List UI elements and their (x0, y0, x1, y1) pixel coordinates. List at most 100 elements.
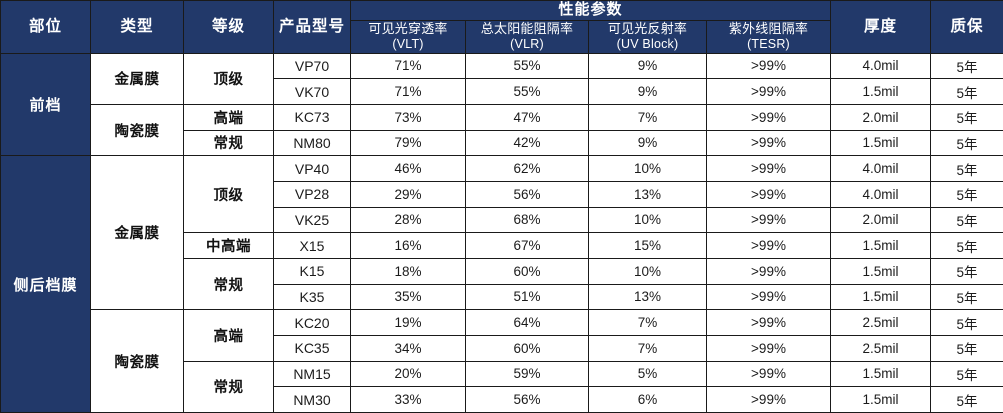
warranty-cell: 5年 (930, 257, 1003, 285)
grade-cell: 高端 (183, 309, 274, 362)
table-row: VK25 28% 68% 10% >99% 2.0mil 5年 (1, 206, 1003, 234)
film-type-cell: 金属膜 (90, 155, 184, 311)
thickness-cell: 2.5mil (830, 309, 932, 336)
vlt-cell: 18% (350, 257, 466, 285)
model-cell: VK25 (273, 206, 351, 234)
tesr-cell: >99% (705, 257, 832, 285)
uv-block-cell: 7% (588, 103, 707, 131)
warranty-cell: 5年 (930, 283, 1003, 311)
uv-block-cell: 9% (588, 78, 707, 105)
column-header-performance-group: 性能参数 (349, 0, 832, 21)
vlr-cell: 59% (465, 360, 589, 388)
model-cell: VP40 (273, 155, 351, 182)
tesr-cell: >99% (705, 283, 832, 311)
tesr-cell: >99% (705, 232, 832, 259)
table-row: KC35 34% 60% 7% >99% 2.5mil 5年 (1, 334, 1003, 362)
uv-block-cell: 6% (588, 386, 707, 413)
table-row: NM30 33% 56% 6% >99% 1.5mil 5年 (1, 386, 1003, 413)
vlr-cell: 55% (465, 78, 589, 105)
grade-cell: 常规 (183, 257, 274, 311)
uv-block-cell: 10% (588, 206, 707, 234)
vlt-cell: 73% (350, 103, 466, 131)
model-cell: NM15 (273, 360, 351, 388)
column-header-vlt-en: (VLT) (392, 37, 424, 51)
model-cell: K15 (273, 257, 351, 285)
vlt-cell: 28% (350, 206, 466, 234)
model-cell: NM80 (273, 129, 351, 157)
vlr-cell: 51% (465, 283, 589, 311)
thickness-cell: 4.0mil (830, 155, 932, 182)
column-header-thickness: 厚度 (830, 0, 932, 54)
column-header-part: 部位 (0, 0, 91, 54)
column-header-type: 类型 (90, 0, 184, 54)
header-row-top: 部位 类型 等级 产品型号 性能参数 厚度 质保 (0, 0, 1003, 54)
warranty-cell: 5年 (930, 334, 1003, 362)
warranty-cell: 5年 (930, 155, 1003, 182)
vlt-cell: 35% (350, 283, 466, 311)
warranty-cell: 5年 (930, 232, 1003, 259)
table-row: 前档 金属膜 顶级 VP70 71% 55% 9% >99% 4.0mil 5年 (0, 52, 1003, 157)
column-header-vlr: 总太阳能阻隔率 (VLR) (465, 19, 589, 54)
table-row: 侧后档膜 金属膜 顶级 VP40 46% 62% 10% >99% 4.0mil 5年 (0, 155, 1003, 413)
table-row: 陶瓷膜 高端 KC20 19% 64% 7% >99% 2.5mil 5年 (1, 309, 1003, 413)
film-type-cell: 陶瓷膜 (90, 309, 184, 413)
uv-block-cell: 9% (588, 52, 707, 80)
table-header: 部位 类型 等级 产品型号 性能参数 厚度 质保 可见光穿透率 (VLT) 总太… (0, 0, 1003, 54)
uv-block-cell: 13% (588, 283, 707, 311)
thickness-cell: 1.5mil (830, 78, 932, 105)
vlr-cell: 67% (465, 232, 589, 259)
table-row: 陶瓷膜 高端 KC73 73% 47% 7% >99% 2.0mil 5年 (1, 103, 1003, 157)
uv-block-cell: 7% (588, 334, 707, 362)
vlt-cell: 71% (350, 78, 466, 105)
vlt-cell: 34% (350, 334, 466, 362)
vlt-cell: 46% (350, 155, 466, 182)
table-row: 常规 K15 18% 60% 10% >99% 1.5mil 5年 (1, 257, 1003, 311)
vlr-cell: 56% (465, 180, 589, 208)
column-header-uv-en: (UV Block) (616, 37, 679, 51)
thickness-cell: 4.0mil (830, 180, 932, 208)
vlr-cell: 47% (465, 103, 589, 131)
part-cell: 前档 (0, 52, 91, 157)
header-row-sub: 可见光穿透率 (VLT) 总太阳能阻隔率 (VLR) 可见光反射率 (UV Bl… (1, 19, 1003, 54)
tesr-cell: >99% (705, 334, 832, 362)
grade-cell: 中高端 (183, 232, 274, 259)
tesr-cell: >99% (705, 360, 832, 388)
vlr-cell: 68% (465, 206, 589, 234)
grade-cell: 高端 (183, 103, 274, 131)
grade-cell: 顶级 (183, 52, 274, 105)
thickness-cell: 1.5mil (830, 386, 932, 413)
warranty-cell: 5年 (930, 78, 1003, 105)
model-cell: NM30 (273, 386, 351, 413)
column-header-tesr: 紫外线阻隔率 (TESR) (705, 19, 832, 54)
part-cell: 侧后档膜 (0, 155, 91, 413)
thickness-cell: 1.5mil (830, 360, 932, 388)
model-cell: KC73 (273, 103, 351, 131)
thickness-cell: 1.5mil (830, 232, 932, 259)
thickness-cell: 1.5mil (830, 257, 932, 285)
uv-block-cell: 15% (588, 232, 707, 259)
tesr-cell: >99% (705, 155, 832, 182)
tesr-cell: >99% (705, 129, 832, 157)
grade-cell: 顶级 (183, 155, 274, 234)
thickness-cell: 1.5mil (830, 129, 932, 157)
column-header-vlr-en: (VLR) (510, 37, 544, 51)
warranty-cell: 5年 (930, 129, 1003, 157)
warranty-cell: 5年 (930, 386, 1003, 413)
vlr-cell: 55% (465, 52, 589, 80)
vlt-cell: 79% (350, 129, 466, 157)
warranty-cell: 5年 (930, 360, 1003, 388)
thickness-cell: 1.5mil (830, 283, 932, 311)
model-cell: KC35 (273, 334, 351, 362)
grade-cell: 常规 (183, 129, 274, 157)
warranty-cell: 5年 (930, 52, 1003, 80)
column-header-tesr-en: (TESR) (747, 37, 790, 51)
tesr-cell: >99% (705, 180, 832, 208)
tesr-cell: >99% (705, 206, 832, 234)
table-row: 中高端 X15 16% 67% 15% >99% 1.5mil 5年 (1, 232, 1003, 259)
column-header-vlr-cn: 总太阳能阻隔率 (480, 20, 574, 36)
thickness-cell: 4.0mil (830, 52, 932, 80)
thickness-cell: 2.0mil (830, 206, 932, 234)
column-header-vlt: 可见光穿透率 (VLT) (350, 19, 466, 54)
vlr-cell: 60% (465, 257, 589, 285)
column-header-tesr-cn: 紫外线阻隔率 (728, 20, 809, 36)
